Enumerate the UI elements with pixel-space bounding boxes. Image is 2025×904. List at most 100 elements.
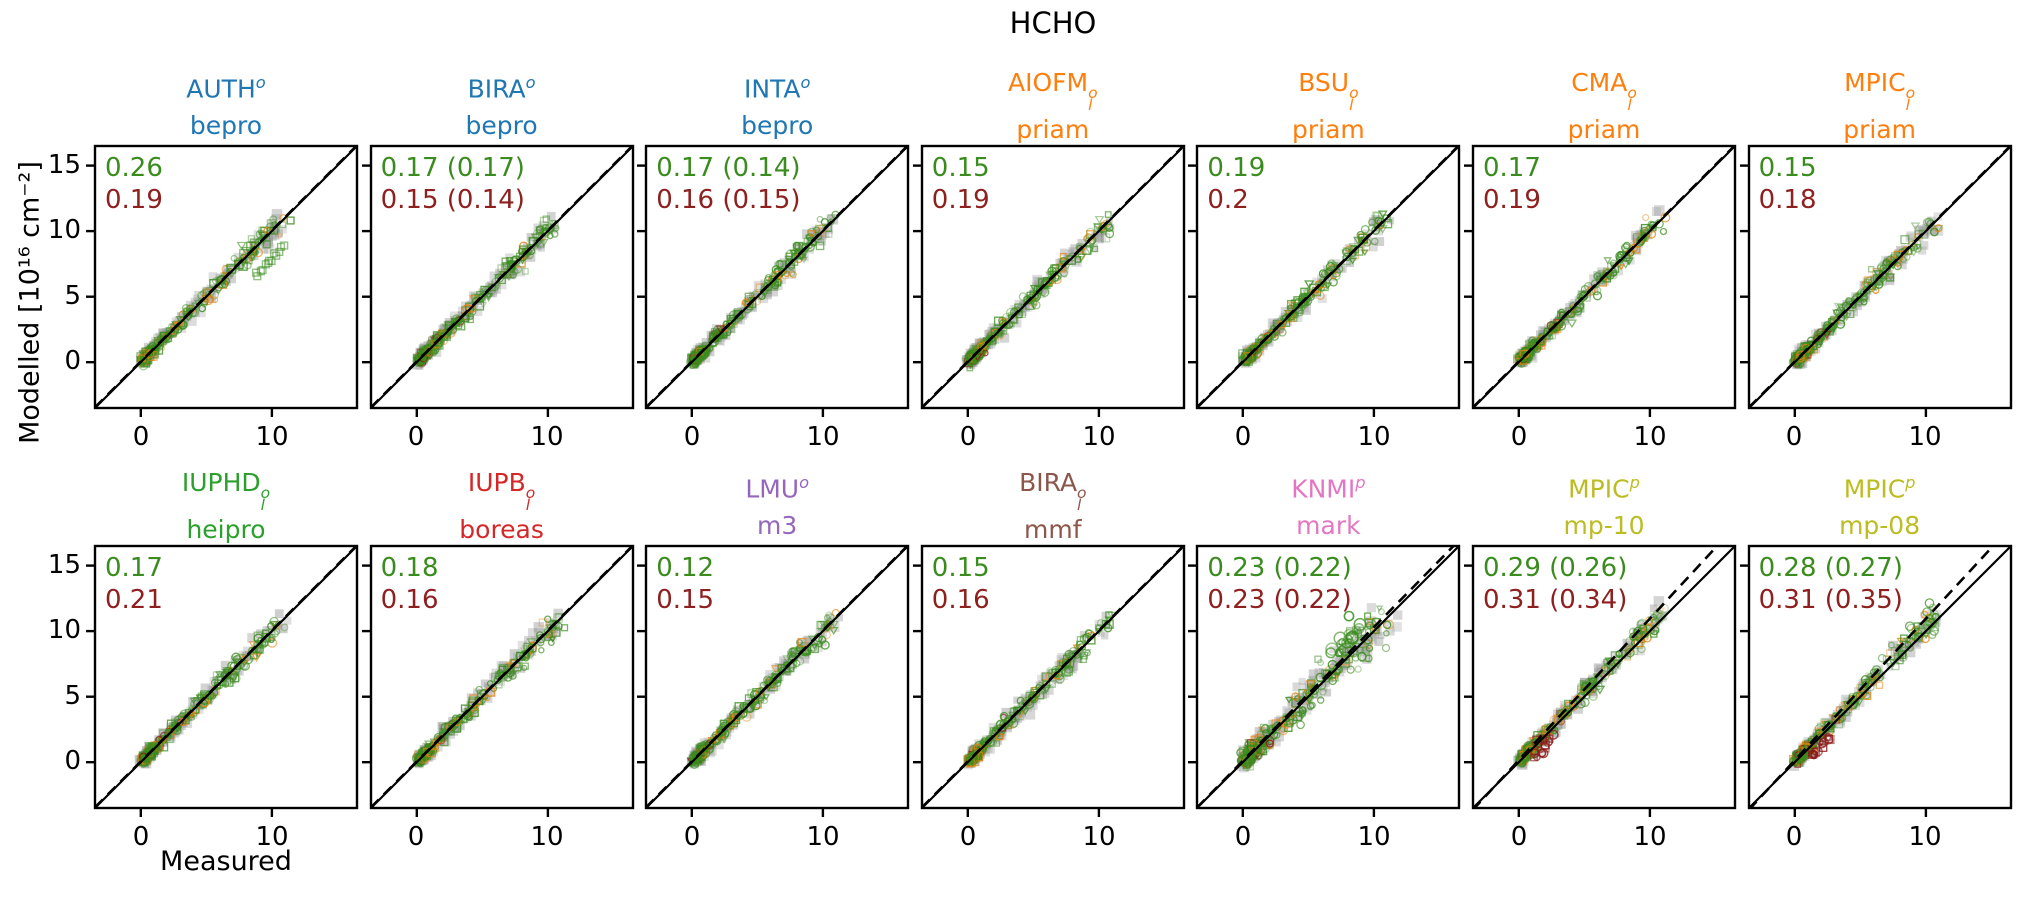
panel-title: IUPB o l boreas <box>364 464 640 548</box>
regression-dashed-line <box>1197 546 1456 808</box>
stat-bottom: 0.19 <box>1483 185 1541 215</box>
site-name: MPIC <box>1568 474 1630 504</box>
panel-stats: 0.19 0.2 <box>1207 152 1265 216</box>
plot-frame <box>1471 144 1737 410</box>
regression-dashed-line <box>1197 146 1460 408</box>
y-tick-label: 15 <box>47 550 81 580</box>
site-sup: o <box>799 473 810 492</box>
regression-dashed-line <box>1473 146 1735 408</box>
algorithm-name: priam <box>1567 115 1641 145</box>
panel-stats: 0.29 (0.26) 0.31 (0.34) <box>1483 552 1627 616</box>
y-tick-label: 10 <box>47 215 81 245</box>
x-tick-label: 10 <box>1357 822 1391 852</box>
site-name: BIRA <box>467 74 526 104</box>
x-tick-label: 0 <box>407 822 425 852</box>
plot-frame <box>369 544 634 810</box>
plot-frame <box>1471 544 1737 810</box>
panel-stats: 0.12 0.15 <box>656 552 714 616</box>
x-tick-label: 0 <box>407 422 425 452</box>
stat-top: 0.15 <box>1758 153 1817 183</box>
x-tick-label: 0 <box>1785 422 1803 452</box>
stat-top: 0.12 <box>656 553 715 583</box>
regression-dashed-line <box>95 146 357 408</box>
stat-top: 0.29 (0.26) <box>1483 553 1628 583</box>
panel-stats: 0.17 0.19 <box>1483 152 1541 216</box>
plot-frame <box>644 144 910 410</box>
algorithm-name: mp-10 <box>1563 511 1645 541</box>
stat-top: 0.15 <box>931 153 990 183</box>
stat-bottom: 0.16 <box>931 585 990 615</box>
x-tick-label: 10 <box>255 822 289 852</box>
x-tick-label: 0 <box>1785 822 1803 852</box>
site-name: AIOFM <box>1008 68 1089 97</box>
x-tick-label: 10 <box>530 422 564 452</box>
scatter-plot <box>361 544 634 817</box>
algorithm-name: mp-08 <box>1839 511 1921 541</box>
scatter-plot <box>912 144 1185 417</box>
algorithm-name: priam <box>1292 115 1365 145</box>
plot-frame <box>1747 544 2012 810</box>
stat-bottom: 0.19 <box>931 185 990 215</box>
scatter-colored-points <box>135 214 295 371</box>
panel-stats: 0.17 (0.14) 0.16 (0.15) <box>656 152 800 216</box>
y-tick-label: 0 <box>64 746 81 776</box>
plot-frame <box>93 144 359 410</box>
regression-dashed-line <box>1748 546 1995 808</box>
panel-title: CMA o l priam <box>1466 64 1742 148</box>
x-tick-label: 10 <box>1357 422 1391 452</box>
stat-top: 0.26 <box>105 153 163 183</box>
figure-title: HCHO <box>1009 6 1097 40</box>
stat-top: 0.17 (0.17) <box>380 153 525 183</box>
stat-top: 0.17 <box>1483 153 1541 183</box>
site-name: BIRA <box>1019 468 1078 497</box>
plot-frame <box>920 544 1185 810</box>
site-sup: p <box>1629 473 1640 492</box>
x-tick-label: 0 <box>1510 822 1528 852</box>
regression-dashed-line <box>646 546 909 808</box>
regression-dashed-line <box>646 146 909 408</box>
stat-top: 0.17 <box>105 553 163 583</box>
x-tick-label: 10 <box>1633 822 1667 852</box>
panel-title: AIOFM o l priam <box>915 64 1191 148</box>
stat-top: 0.15 <box>931 553 990 583</box>
algorithm-name: bepro <box>465 111 538 141</box>
site-name: AUTH <box>186 74 256 104</box>
site-name: LMU <box>745 474 800 504</box>
x-tick-label: 0 <box>1510 422 1528 452</box>
stat-top: 0.28 (0.27) <box>1758 553 1903 583</box>
stat-bottom: 0.31 (0.35) <box>1758 585 1903 615</box>
algorithm-name: mark <box>1296 511 1361 541</box>
regression-dashed-line <box>370 146 633 408</box>
regression-dashed-line <box>921 146 1184 408</box>
x-tick-label: 0 <box>1234 822 1252 852</box>
y-tick-label: 5 <box>64 281 81 311</box>
x-tick-label: 10 <box>1908 822 1942 852</box>
panel-title: LMUo m3 <box>639 464 915 544</box>
stat-bottom: 0.18 <box>1758 185 1817 215</box>
algorithm-name: priam <box>1016 115 1090 145</box>
panel-title: BSU o l priam <box>1190 64 1466 148</box>
panel-title: MPICp mp-10 <box>1466 464 1742 544</box>
panel-title: BIRAo bepro <box>364 64 640 144</box>
scatter-plot <box>1188 144 1461 417</box>
x-tick-label: 10 <box>806 822 840 852</box>
stat-bottom: 0.21 <box>105 585 163 615</box>
scatter-plot <box>1464 144 1737 417</box>
regression-dashed-line <box>1473 546 1719 808</box>
scatter-plot <box>1464 544 1737 817</box>
regression-dashed-line <box>370 546 633 808</box>
panel-title: MPICp mp-08 <box>1742 464 2018 544</box>
panel-title: MPIC o l priam <box>1742 64 2018 148</box>
scatter-plot <box>637 544 910 817</box>
site-sup: o <box>255 73 266 92</box>
algorithm-name: m3 <box>757 511 798 541</box>
x-tick-label: 10 <box>1082 422 1116 452</box>
plot-frame <box>369 144 634 410</box>
stat-bottom: 0.16 (0.15) <box>656 185 801 215</box>
regression-dashed-line <box>921 546 1184 808</box>
stat-top: 0.19 <box>1207 153 1266 183</box>
